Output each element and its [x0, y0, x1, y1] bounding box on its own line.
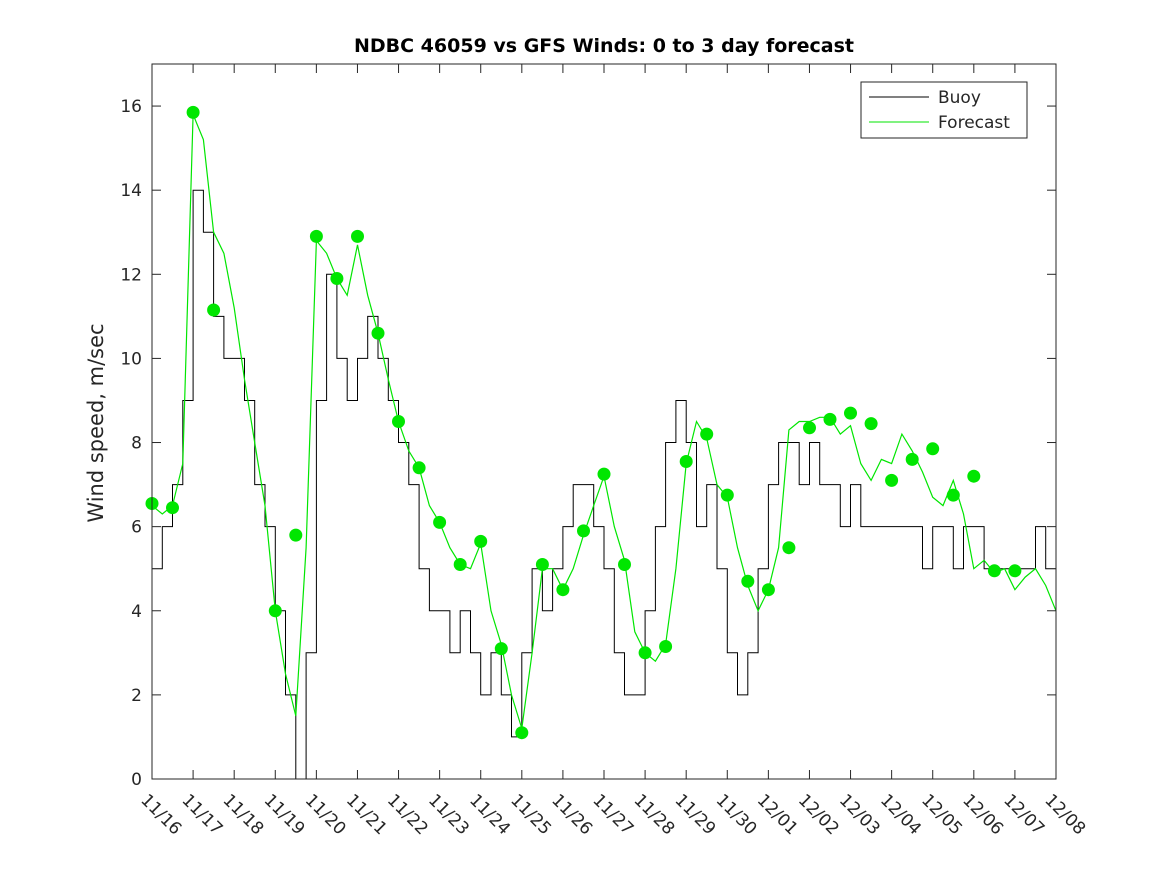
forecast-point — [186, 105, 200, 119]
forecast-point — [618, 558, 631, 571]
forecast-point — [597, 467, 611, 481]
forecast-point — [885, 473, 899, 487]
forecast-point — [967, 469, 981, 483]
forecast-point — [700, 427, 714, 441]
forecast-point — [638, 646, 652, 660]
forecast-point — [268, 604, 282, 618]
forecast-point — [371, 326, 385, 340]
forecast-point — [761, 583, 775, 597]
y-tick-label: 0 — [131, 770, 142, 790]
forecast-point — [823, 412, 837, 426]
forecast-point — [453, 558, 467, 571]
forecast-point — [720, 488, 734, 502]
forecast-point — [474, 534, 488, 548]
y-tick-label: 12 — [120, 265, 142, 285]
forecast-point — [905, 452, 919, 466]
forecast-point — [926, 442, 940, 456]
y-tick-label: 4 — [131, 602, 142, 622]
forecast-point — [207, 303, 221, 317]
forecast-point — [803, 421, 816, 435]
forecast-point — [577, 524, 590, 538]
forecast-point — [412, 461, 426, 475]
y-tick-label: 10 — [120, 349, 142, 369]
forecast-point — [535, 558, 549, 571]
forecast-point — [987, 564, 1001, 578]
forecast-point — [515, 726, 529, 740]
y-tick-label: 2 — [131, 686, 142, 706]
forecast-point — [741, 574, 755, 588]
forecast-point — [864, 417, 878, 431]
forecast-point — [1008, 564, 1022, 578]
legend-label-forecast: Forecast — [938, 113, 1010, 133]
forecast-point — [330, 272, 344, 285]
forecast-point — [782, 541, 796, 555]
y-axis-label: Wind speed, m/sec — [84, 323, 108, 522]
y-tick-label: 16 — [120, 97, 142, 117]
forecast-point — [946, 488, 960, 502]
forecast-point — [309, 229, 323, 243]
forecast-point — [494, 642, 508, 656]
forecast-point — [844, 406, 857, 420]
forecast-point — [433, 515, 447, 529]
forecast-point — [659, 640, 673, 653]
forecast-point — [679, 455, 693, 468]
forecast-point — [289, 528, 303, 542]
series-line-buoy — [152, 189, 1056, 780]
chart-title: NDBC 46059 vs GFS Winds: 0 to 3 day fore… — [354, 35, 854, 57]
forecast-point — [351, 229, 364, 243]
legend-box — [860, 81, 1028, 139]
forecast-point — [166, 501, 179, 515]
y-tick-label: 8 — [131, 434, 142, 454]
forecast-point — [392, 415, 405, 428]
legend: Buoy Forecast — [860, 81, 1028, 139]
y-tick-label: 6 — [131, 518, 142, 538]
forecast-point — [556, 583, 570, 597]
legend-label-buoy: Buoy — [938, 88, 981, 108]
y-tick-label: 14 — [120, 181, 142, 201]
